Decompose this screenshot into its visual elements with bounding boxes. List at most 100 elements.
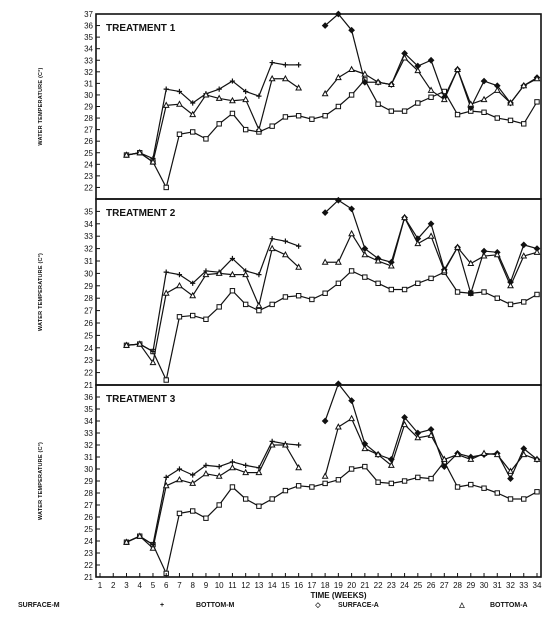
series-segment — [165, 468, 180, 478]
y-tick-label: 21 — [84, 381, 93, 390]
y-tick-label: 24 — [84, 344, 93, 353]
x-tick-label: 24 — [400, 581, 409, 590]
series-segment — [430, 235, 445, 272]
data-point — [454, 243, 461, 250]
panel-frame — [95, 384, 542, 578]
data-point — [295, 463, 303, 471]
data-point — [228, 463, 236, 471]
data-point — [321, 258, 329, 265]
legend-label: BOTTOM-M — [196, 602, 235, 609]
series-segment — [218, 80, 233, 90]
series-segment — [523, 448, 538, 460]
x-tick-label: 21 — [360, 581, 369, 590]
series-segment — [152, 105, 167, 163]
data-point — [494, 115, 500, 121]
data-point — [242, 468, 250, 476]
data-point — [348, 229, 356, 237]
series-segment — [324, 383, 339, 422]
data-point — [309, 296, 315, 303]
series-segment — [456, 247, 472, 294]
data-point — [149, 358, 157, 366]
data-point — [334, 380, 342, 388]
data-point — [415, 280, 421, 287]
data-point — [428, 275, 434, 282]
series-segment — [390, 417, 406, 460]
series-segment — [179, 468, 193, 476]
data-point — [269, 301, 275, 308]
panel-title: TREATMENT 2 — [106, 208, 176, 219]
data-point — [322, 290, 328, 296]
data-point — [335, 280, 342, 287]
data-point — [335, 103, 342, 110]
x-axis: 1 2 3 4 5 6 7 8 9 10 11 12 13 14 15 16 17 18 19 20 21 22 23 24 2… — [98, 573, 542, 600]
data-point — [189, 129, 196, 135]
data-point — [534, 489, 540, 495]
x-tick-label: 9 — [204, 581, 209, 590]
data-point — [256, 307, 262, 314]
data-point — [374, 450, 382, 458]
x-tick-label: 30 — [480, 581, 489, 590]
data-point — [334, 423, 342, 430]
data-point — [520, 450, 528, 458]
data-point — [216, 502, 222, 508]
data-point — [176, 510, 183, 517]
series-segment — [443, 271, 459, 293]
data-point — [269, 496, 275, 502]
data-point — [255, 301, 263, 309]
data-point — [440, 463, 448, 470]
y-tick-label: 23 — [84, 172, 93, 181]
data-point — [295, 113, 302, 119]
data-point — [281, 441, 289, 448]
y-tick-label: 33 — [84, 232, 93, 241]
series-segment — [351, 418, 366, 449]
data-point — [507, 117, 514, 124]
data-point — [268, 244, 276, 252]
panel-treatment-2: 21 22 23 24 25 26 27 28 29 30 31 32 33 34 35 TREATMENT … — [38, 196, 542, 390]
series-segment — [165, 134, 181, 188]
x-tick-label: 12 — [241, 581, 250, 590]
data-point — [149, 544, 157, 551]
series-bottom-a — [123, 54, 541, 165]
data-point — [507, 496, 514, 502]
y-tick-label: 31 — [84, 79, 93, 88]
data-point — [427, 86, 435, 93]
y-tick-label: 32 — [84, 68, 93, 77]
series-segment — [152, 485, 167, 549]
y-tick-label: 24 — [84, 160, 93, 169]
x-tick-label: 25 — [413, 581, 422, 590]
series-segment — [443, 69, 459, 100]
data-point — [268, 441, 276, 448]
y-tick-label: 30 — [84, 465, 93, 474]
data-point — [216, 121, 222, 127]
data-point — [454, 450, 461, 458]
data-point — [468, 481, 474, 488]
data-point — [321, 209, 329, 217]
data-point — [401, 213, 409, 221]
series-segment — [404, 52, 419, 67]
data-point — [375, 479, 381, 485]
data-point — [415, 100, 421, 106]
y-tick-label: 34 — [84, 220, 93, 229]
x-tick-label: 11 — [228, 581, 237, 590]
series-segment — [338, 199, 352, 210]
data-point — [176, 88, 183, 95]
data-point — [242, 301, 249, 308]
data-point — [361, 444, 369, 452]
data-point — [176, 131, 183, 137]
series-segment — [179, 274, 194, 284]
data-point — [427, 426, 435, 433]
data-point — [348, 268, 355, 274]
series-segment — [496, 454, 511, 472]
legend-marker: △ — [458, 602, 465, 609]
data-point — [348, 397, 355, 404]
data-point — [282, 238, 288, 244]
data-point — [467, 289, 475, 297]
data-point — [215, 269, 223, 276]
x-tick-label: 15 — [281, 581, 290, 590]
data-point — [467, 455, 475, 462]
y-tick-label: 32 — [84, 441, 93, 450]
legend: SURFACE-M + BOTTOM-M ◇ SURFACE-A △ BOTTOM-A — [18, 602, 528, 609]
series-segment — [205, 272, 220, 276]
series-segment — [232, 80, 247, 92]
